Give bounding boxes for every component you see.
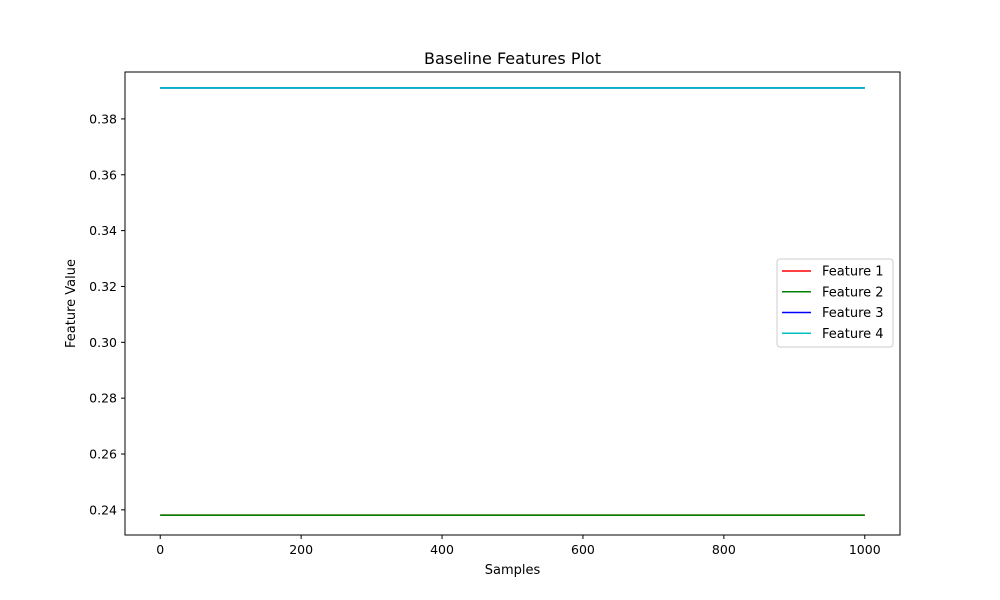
y-tick-label: 0.24 xyxy=(89,502,117,517)
series-layer xyxy=(160,87,865,516)
y-tick-label: 0.30 xyxy=(89,335,117,350)
legend-label-feature-4: Feature 4 xyxy=(822,327,884,342)
legend-box xyxy=(776,258,894,348)
x-tick-label: 1000 xyxy=(849,542,881,557)
legend-label-feature-3: Feature 3 xyxy=(822,306,884,321)
y-tick-label: 0.38 xyxy=(89,111,117,126)
y-axis: 0.24 0.26 0.28 0.30 0.32 0.34 0.36 0.38 xyxy=(89,111,125,517)
y-tick-label: 0.26 xyxy=(89,447,117,462)
legend-label-feature-2: Feature 2 xyxy=(822,285,884,300)
chart-title: Baseline Features Plot xyxy=(424,49,601,68)
x-tick-label: 200 xyxy=(289,542,313,557)
plot-frame xyxy=(124,71,901,536)
x-tick-label: 400 xyxy=(430,542,454,557)
legend: Feature 1 Feature 2 Feature 3 Feature 4 xyxy=(776,258,894,348)
y-tick-label: 0.28 xyxy=(89,391,117,406)
x-tick-label: 800 xyxy=(712,542,736,557)
x-axis-label: Samples xyxy=(485,563,541,578)
y-axis-label: Feature Value xyxy=(64,259,79,348)
y-tick-label: 0.36 xyxy=(89,167,117,182)
x-axis: 0 200 400 600 800 1000 xyxy=(156,535,881,557)
x-tick-label: 600 xyxy=(571,542,595,557)
x-tick-label: 0 xyxy=(156,542,164,557)
y-tick-label: 0.32 xyxy=(89,279,117,294)
y-tick-label: 0.34 xyxy=(89,223,117,238)
legend-label-feature-1: Feature 1 xyxy=(822,265,884,280)
